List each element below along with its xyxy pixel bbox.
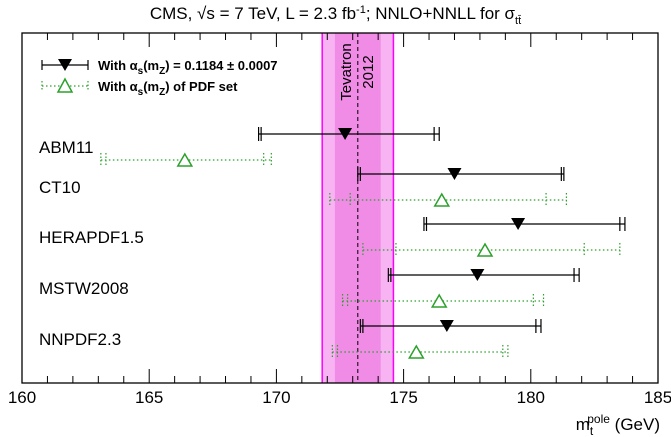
- legend: With αs(mZ) = 0.1184 ± 0.0007 With αs(mZ…: [41, 58, 278, 98]
- data-point-marker: [511, 218, 526, 230]
- x-axis-title: mtpole (GeV): [576, 412, 660, 437]
- x-tick-label: 165: [135, 388, 163, 407]
- x-tick-label: 185: [644, 388, 671, 407]
- legend-entry-alphas-fixed: With αs(mZ) = 0.1184 ± 0.0007: [41, 58, 278, 77]
- data-point-group: [341, 293, 545, 308]
- triangle-down-icon: [58, 59, 72, 71]
- legend-label-alphas-pdf: With αs(mZ) of PDF set: [98, 79, 238, 98]
- x-tick-label: 160: [8, 388, 36, 407]
- category-label: MSTW2008: [39, 279, 129, 298]
- category-label: NNPDF2.3: [39, 330, 121, 349]
- legend-label-alphas-fixed: With αs(mZ) = 0.1184 ± 0.0007: [98, 58, 278, 77]
- data-point-group: [423, 217, 626, 231]
- x-tick-label: 175: [389, 388, 417, 407]
- plot-frame: [21, 32, 659, 384]
- data-point-group: [331, 344, 509, 359]
- data-point-marker: [447, 168, 462, 180]
- data-point-marker: [470, 269, 485, 281]
- data-point-group: [359, 319, 542, 333]
- band-label-tevatron: Tevatron: [338, 43, 355, 101]
- chart-title: CMS, √s = 7 TeV, L = 2.3 fb-1; NNLO+NNLL…: [150, 4, 522, 27]
- data-point-group: [100, 152, 272, 167]
- tevatron-band-layer: Tevatron 2012: [321, 33, 395, 383]
- data-point-group: [362, 242, 621, 257]
- data-point-marker: [476, 242, 494, 257]
- data-point-group: [387, 268, 580, 282]
- x-tick-label: 180: [517, 388, 545, 407]
- data-point-marker: [338, 128, 353, 140]
- band-label-year: 2012: [360, 55, 377, 88]
- data-point-marker: [408, 344, 425, 359]
- category-label: CT10: [39, 178, 81, 197]
- x-tick-label: 170: [262, 388, 290, 407]
- legend-entry-alphas-pdf: With αs(mZ) of PDF set: [41, 77, 238, 98]
- data-point-group: [329, 192, 568, 207]
- category-label: ABM11: [39, 138, 94, 157]
- data-point-group: [357, 167, 565, 181]
- category-label: HERAPDF1.5: [39, 228, 144, 247]
- triangle-up-icon: [56, 77, 74, 93]
- data-point-marker: [433, 192, 451, 207]
- data-points-layer: [100, 127, 626, 359]
- data-point-marker: [439, 320, 454, 332]
- data-point-marker: [176, 152, 194, 167]
- x-axis: 160 165 170 175 180 185: [8, 33, 671, 407]
- data-point-marker: [430, 293, 448, 308]
- category-labels: ABM11 CT10 HERAPDF1.5 MSTW2008 NNPDF2.3: [39, 138, 144, 349]
- data-point-group: [257, 127, 440, 141]
